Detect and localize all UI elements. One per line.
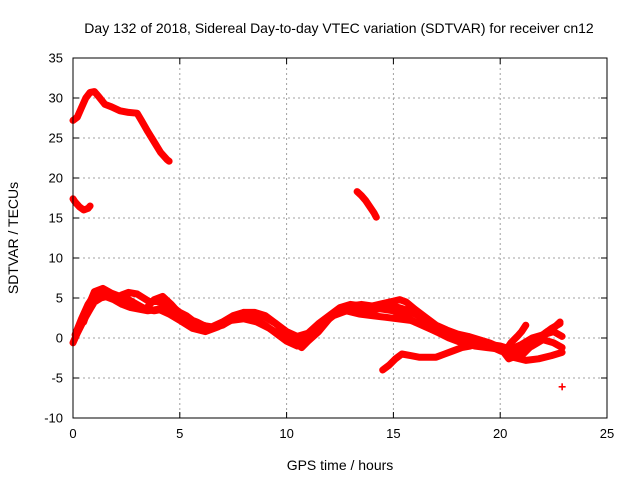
series-late-rise-3 xyxy=(530,318,564,347)
x-tick-label: 5 xyxy=(176,426,183,441)
y-tick-label: 25 xyxy=(49,131,63,146)
x-tick-label: 15 xyxy=(386,426,400,441)
x-tick-labels: 0 5 10 15 20 25 xyxy=(69,426,614,441)
x-tick-label: 10 xyxy=(279,426,293,441)
y-tick-label: 15 xyxy=(49,211,63,226)
series-arc-17-early xyxy=(69,195,94,214)
series-band-d xyxy=(80,289,566,364)
x-axis-title: GPS time / hours xyxy=(287,457,394,473)
series-line xyxy=(80,289,566,364)
y-tick-label: -10 xyxy=(44,411,63,426)
data-series xyxy=(69,88,566,391)
y-tick-label: 30 xyxy=(49,91,63,106)
series-line xyxy=(69,88,173,165)
series-arc-high-morning xyxy=(69,88,173,165)
y-tick-label: -5 xyxy=(51,371,63,386)
y-axis-title: SDTVAR / TECUs xyxy=(5,182,21,294)
series-line xyxy=(353,188,380,221)
chart-title: Day 132 of 2018, Sidereal Day-to-day VTE… xyxy=(84,20,594,36)
series-arc-18-afternoon xyxy=(353,188,380,221)
grid xyxy=(73,58,607,418)
x-tick-label: 0 xyxy=(69,426,76,441)
y-tick-labels: -10 -5 0 5 10 15 20 25 30 35 xyxy=(44,51,63,426)
y-tick-label: 10 xyxy=(49,251,63,266)
series-line xyxy=(530,318,564,347)
y-tick-label: 35 xyxy=(49,51,63,66)
x-tick-label: 25 xyxy=(600,426,614,441)
axis-ticks xyxy=(72,57,608,419)
series-late-rise-1 xyxy=(501,321,530,356)
series-line xyxy=(69,195,94,214)
plot-frame xyxy=(72,57,608,419)
x-tick-label: 20 xyxy=(493,426,507,441)
series-line xyxy=(501,321,530,356)
y-tick-label: 5 xyxy=(56,291,63,306)
series-line xyxy=(379,342,474,374)
series-outlier xyxy=(558,383,566,391)
y-tick-label: 20 xyxy=(49,171,63,186)
y-tick-label: 0 xyxy=(56,331,63,346)
series-evening-segment xyxy=(379,342,474,374)
